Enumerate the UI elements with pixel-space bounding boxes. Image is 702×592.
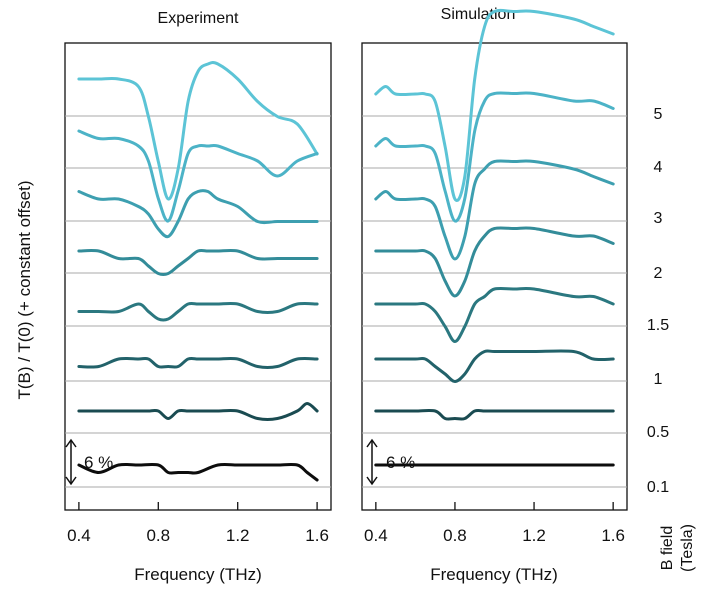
series-line-simulation-4T (374, 91, 615, 223)
series-line-experiment-3T (77, 189, 319, 239)
field-value-label-5: 1 (654, 371, 663, 388)
ticks-group: 0.4 0.8 1.2 1.6 0.4 0.8 1.2 1.6 (67, 502, 625, 545)
x-axis-label-simulation: Frequency (THz) (430, 565, 558, 584)
x-tick-label-simulation-1.6: 1.6 (601, 526, 625, 545)
panel-frame-experiment (64, 42, 332, 511)
series-line-simulation-1T (374, 349, 615, 383)
series-line-experiment-1T (77, 356, 319, 369)
series-line-experiment-0.5T (77, 402, 319, 421)
baselines-group (65, 115, 627, 488)
field-value-label-2: 3 (654, 210, 663, 227)
series-line-experiment-4T (77, 129, 319, 223)
field-value-label-3: 2 (654, 265, 663, 282)
series-line-simulation-1.5T (374, 286, 615, 343)
scale-bar-experiment (65, 438, 77, 486)
field-values-column: 5 4 3 2 1.5 1 0.5 0.1 (647, 106, 669, 496)
series-line-experiment-0.1T (77, 462, 319, 482)
x-tick-label-experiment-0.8: 0.8 (146, 526, 170, 545)
x-tick-label-simulation-0.4: 0.4 (364, 526, 388, 545)
field-value-label-6: 0.5 (647, 424, 669, 441)
x-tick-label-experiment-1.6: 1.6 (305, 526, 329, 545)
scale-bar-label-simulation: 6 % (386, 453, 415, 472)
y-axis-label: T(B) / T(0) (+ constant offset) (15, 180, 34, 399)
field-value-label-7: 0.1 (647, 479, 669, 496)
field-value-label-1: 4 (654, 159, 663, 176)
panel-title-experiment: Experiment (158, 10, 239, 27)
panel-frame-simulation (361, 42, 628, 511)
x-tick-label-simulation-0.8: 0.8 (443, 526, 467, 545)
series-line-simulation-0.5T (374, 408, 615, 421)
series-line-simulation-5T (374, 8, 615, 202)
field-axis-label-line1: B field (659, 526, 676, 570)
field-value-label-0: 5 (654, 106, 663, 123)
panel-title-simulation: Simulation (441, 6, 516, 23)
field-axis-label-line2: (Tesla) (679, 524, 696, 572)
series-line-simulation-3T (374, 159, 615, 261)
series-line-simulation-2T (374, 226, 615, 298)
series-line-experiment-5T (77, 61, 319, 201)
scale-bar-label-experiment: 6 % (84, 453, 113, 472)
x-tick-label-experiment-0.4: 0.4 (67, 526, 91, 545)
scale-bar-simulation (366, 438, 378, 486)
series-line-experiment-2T (77, 248, 319, 276)
x-tick-label-experiment-1.2: 1.2 (226, 526, 250, 545)
x-tick-label-simulation-1.2: 1.2 (522, 526, 546, 545)
field-value-label-4: 1.5 (647, 317, 669, 334)
x-axis-label-experiment: Frequency (THz) (134, 565, 262, 584)
series-line-experiment-1.5T (77, 301, 319, 322)
curves-group (77, 8, 615, 482)
